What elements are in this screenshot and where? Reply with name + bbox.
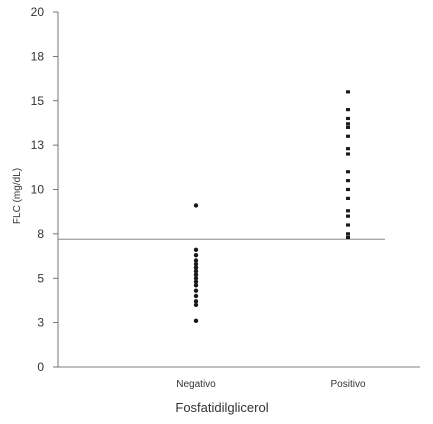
data-point-positivo-0 [346, 90, 350, 94]
y-axis-title: FLC (mg/dL) [12, 168, 23, 224]
data-point-positivo-15 [346, 232, 350, 236]
data-point-negativo-14 [193, 302, 199, 308]
data-point-negativo-5 [193, 265, 199, 270]
data-point-negativo-11 [193, 288, 199, 293]
data-point-positivo-14 [346, 223, 350, 227]
data-point-negativo-1 [193, 247, 199, 253]
y-tick-label: 18 [31, 49, 45, 63]
data-point-negativo-4 [193, 261, 199, 267]
y-tick-label: 5 [37, 271, 44, 285]
data-point-positivo-10 [346, 187, 350, 192]
y-tick-label: 8 [37, 227, 44, 241]
y-tick-label: 0 [37, 360, 44, 374]
data-point-negativo-12 [193, 293, 199, 299]
data-point-negativo-10 [193, 283, 199, 288]
data-points [193, 90, 350, 324]
data-point-positivo-6 [346, 147, 350, 151]
data-point-negativo-0 [193, 203, 199, 208]
data-point-negativo-15 [193, 318, 199, 324]
y-tick-label: 13 [31, 138, 45, 152]
y-tick-label: 3 [37, 316, 44, 330]
data-point-positivo-3 [346, 122, 350, 126]
data-point-negativo-8 [193, 276, 199, 281]
data-point-positivo-8 [346, 170, 350, 174]
data-point-negativo-6 [193, 268, 199, 274]
x-category-label-negativo: Negativo [176, 379, 216, 390]
data-point-positivo-5 [346, 134, 350, 138]
category-labels: Negativo Positivo [176, 379, 366, 390]
x-axis-title: Fosfatidilglicerol [175, 400, 268, 415]
y-axis-ticks: 0 3 5 8 10 13 15 18 20 [31, 5, 58, 374]
data-point-positivo-16 [346, 235, 350, 240]
data-point-positivo-13 [346, 214, 350, 218]
data-point-positivo-12 [346, 209, 350, 213]
y-tick-label: 15 [31, 94, 45, 108]
data-point-positivo-2 [346, 116, 350, 121]
data-point-positivo-4 [346, 125, 350, 129]
data-point-negativo-13 [193, 299, 199, 304]
y-tick-label: 20 [31, 5, 45, 19]
data-point-positivo-11 [346, 196, 350, 200]
y-tick-label: 10 [31, 183, 45, 197]
data-point-negativo-2 [193, 252, 199, 258]
data-point-positivo-7 [346, 152, 350, 156]
data-point-negativo-3 [193, 258, 199, 263]
data-point-negativo-7 [193, 272, 199, 277]
data-point-positivo-1 [346, 108, 350, 112]
x-category-label-positivo: Positivo [330, 379, 365, 390]
data-point-negativo-9 [193, 279, 199, 284]
data-point-positivo-9 [346, 179, 350, 183]
